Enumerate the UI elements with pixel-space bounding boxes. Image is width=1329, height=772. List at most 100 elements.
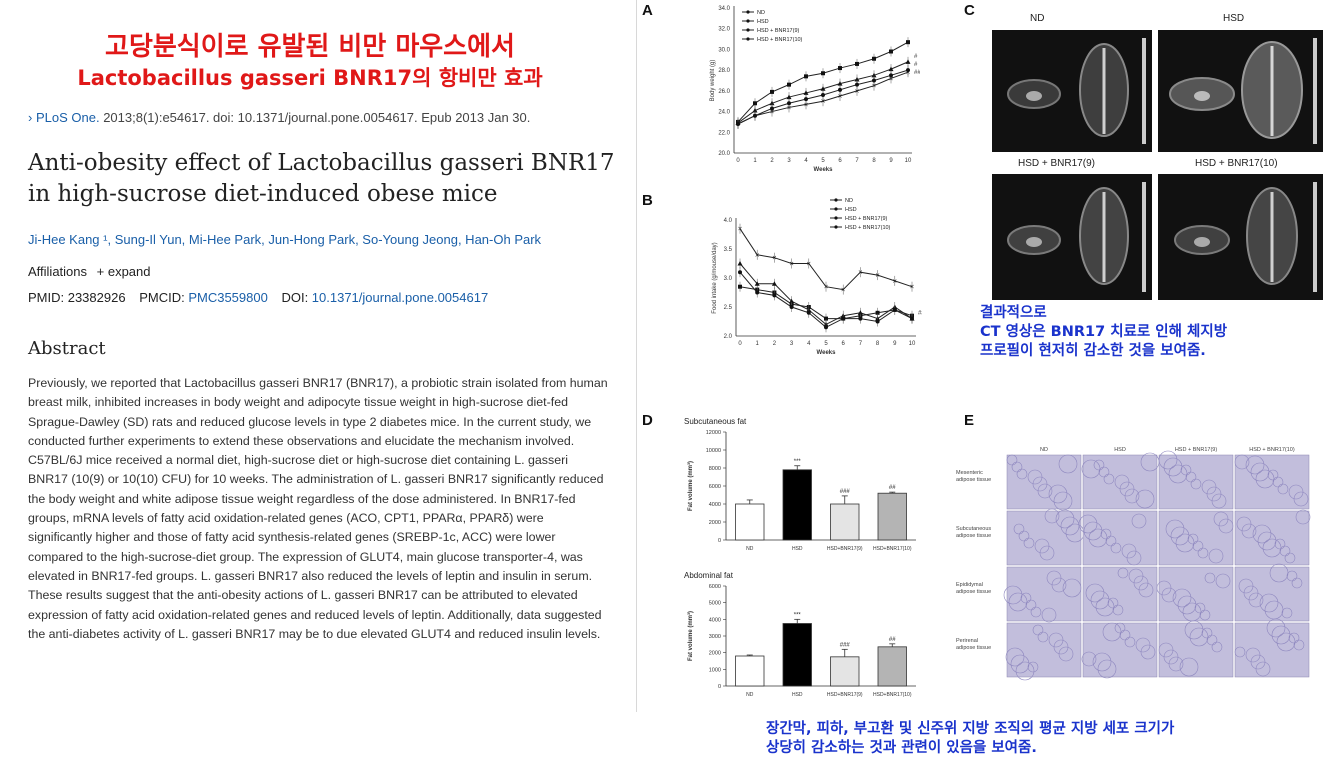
data-point: × bbox=[806, 261, 811, 268]
adipocyte-cell bbox=[1098, 466, 1110, 478]
data-point bbox=[858, 316, 863, 321]
adipocyte-cell bbox=[1189, 627, 1209, 647]
article-title: Anti-obesity effect of Lactobacillus gas… bbox=[28, 150, 615, 207]
bar bbox=[782, 469, 812, 541]
journal-link[interactable]: PLoS One. bbox=[35, 110, 100, 125]
adipocyte-cell bbox=[1093, 459, 1105, 471]
data-point bbox=[888, 66, 894, 72]
y-tick-label: 5000 bbox=[709, 601, 721, 607]
adipocyte-cell bbox=[1272, 476, 1284, 488]
data-point: × bbox=[837, 93, 842, 100]
pmcid-label: PMCID: bbox=[139, 290, 189, 305]
adipocyte-cell bbox=[1015, 661, 1035, 681]
adipocyte-cell bbox=[1041, 607, 1057, 623]
data-point: × bbox=[823, 284, 828, 291]
data-point bbox=[820, 86, 826, 91]
adipocyte-cell bbox=[1218, 518, 1234, 534]
ct-note-line1: 결과적으로 bbox=[980, 305, 1047, 321]
adipocyte-cell bbox=[1163, 457, 1183, 477]
adipocyte-cell bbox=[1257, 531, 1277, 551]
adipocyte-cell bbox=[1250, 462, 1270, 482]
adipocyte-cell bbox=[1058, 646, 1074, 662]
abstract-heading: Abstract bbox=[28, 338, 106, 359]
adipocyte-cell bbox=[1168, 656, 1184, 672]
adipocyte-cell bbox=[1078, 514, 1098, 534]
bottom-note: 장간막, 피하, 부고환 및 신주위 지방 조직의 평균 지방 세포 크기가 상… bbox=[766, 720, 1174, 758]
data-point bbox=[737, 261, 743, 266]
pmcid-link[interactable]: PMC3559800 bbox=[188, 290, 268, 305]
adipocyte-cell bbox=[1234, 646, 1246, 658]
x-tick-label: 0 bbox=[738, 341, 742, 347]
adipocyte-cell bbox=[1267, 469, 1279, 481]
expand-link[interactable]: + expand bbox=[96, 264, 151, 279]
data-point: × bbox=[871, 83, 876, 90]
data-point bbox=[889, 73, 893, 78]
x-tick-label: 8 bbox=[872, 158, 876, 164]
adipocyte-cell bbox=[1103, 473, 1115, 485]
doi-link[interactable]: 10.1371/journal.pone.0054617 bbox=[311, 290, 489, 305]
data-point bbox=[821, 93, 825, 97]
data-point bbox=[770, 89, 774, 94]
legend-label: HSD + BNR17(9) bbox=[845, 216, 888, 222]
bar bbox=[735, 503, 765, 541]
adipocyte-cell bbox=[1083, 521, 1103, 541]
column-divider bbox=[636, 0, 637, 712]
data-point: × bbox=[803, 101, 808, 108]
adipocyte-cell bbox=[1027, 661, 1039, 673]
data-point bbox=[754, 281, 760, 286]
affiliations-toggle[interactable]: Affiliations + expand bbox=[28, 264, 151, 279]
adipocyte-cell bbox=[1211, 493, 1227, 509]
panel-letter-a: A bbox=[642, 2, 653, 19]
adipocyte-cell bbox=[1110, 542, 1122, 554]
histology-image bbox=[1158, 510, 1234, 566]
bar bbox=[877, 492, 907, 541]
chevron-right-icon: › bbox=[28, 110, 33, 125]
ct-image-hsd bbox=[1158, 30, 1323, 152]
series-line bbox=[739, 228, 913, 291]
histology-image bbox=[1158, 454, 1234, 510]
data-point bbox=[787, 82, 791, 87]
y-tick-label: 20.0 bbox=[718, 151, 730, 157]
y-axis-label: Food intake (g/mouse/day) bbox=[712, 242, 718, 313]
adipocyte-cell bbox=[1185, 471, 1197, 483]
adipocyte-cell bbox=[1241, 523, 1257, 539]
adipocyte-cell bbox=[1259, 593, 1279, 613]
x-tick-label: 3 bbox=[787, 158, 791, 164]
x-tick-label: 7 bbox=[855, 158, 859, 164]
x-tick-label: 0 bbox=[736, 158, 740, 164]
adipocyte-cell bbox=[1105, 535, 1117, 547]
adipocyte-cell bbox=[1168, 464, 1188, 484]
data-point bbox=[806, 310, 811, 315]
data-point bbox=[841, 316, 846, 321]
article-identifiers: PMID: 23382926 PMCID: PMC3559800 DOI: 10… bbox=[28, 290, 488, 305]
x-tick-label: 8 bbox=[876, 341, 880, 347]
adipocyte-cell bbox=[1170, 526, 1190, 546]
data-point bbox=[889, 49, 893, 54]
adipocyte-cell bbox=[1037, 483, 1053, 499]
ct-note-line3: 프로필이 현저히 감소한 것을 보여줌. bbox=[980, 343, 1206, 359]
bottom-note-line2: 상당히 감소하는 것과 관련이 있음을 보여줌. bbox=[766, 740, 1037, 756]
adipocyte-cell bbox=[1161, 587, 1177, 603]
data-point bbox=[875, 319, 880, 324]
legend-marker bbox=[746, 37, 750, 41]
data-point bbox=[824, 325, 828, 330]
category-label: HSD+BNR17(10) bbox=[873, 546, 912, 552]
x-tick-label: 6 bbox=[842, 341, 846, 347]
adipocyte-cell bbox=[1252, 524, 1272, 544]
adipocyte-cell bbox=[1248, 592, 1264, 608]
x-axis-label: Weeks bbox=[817, 350, 837, 356]
legend-label: HSD + BNR17(10) bbox=[845, 225, 891, 231]
body-weight-chart: 20.0 22.0 24.0 26.0 28.0 30.0 32.0 34.0 0 1 2 3 4 5 6 7… bbox=[710, 6, 920, 173]
author-list[interactable]: Ji-Hee Kang ¹, Sung-Il Yun, Mi-Hee Park,… bbox=[28, 232, 542, 247]
adipocyte-cell bbox=[1114, 622, 1126, 634]
adipocyte-cell bbox=[1039, 545, 1055, 561]
significance-mark: ## bbox=[889, 485, 896, 491]
adipocyte-cell bbox=[1030, 606, 1042, 618]
category-label: HSD bbox=[792, 692, 803, 698]
adipocyte-cell bbox=[1204, 572, 1216, 584]
adipocyte-cell bbox=[1184, 620, 1204, 640]
adipocyte-cell bbox=[1088, 528, 1108, 548]
ct-note-line2: CT 영상은 BNR17 치료로 인해 체지방 bbox=[980, 324, 1228, 340]
x-tick-label: 10 bbox=[909, 341, 916, 347]
adipocyte-cell bbox=[1208, 548, 1224, 564]
